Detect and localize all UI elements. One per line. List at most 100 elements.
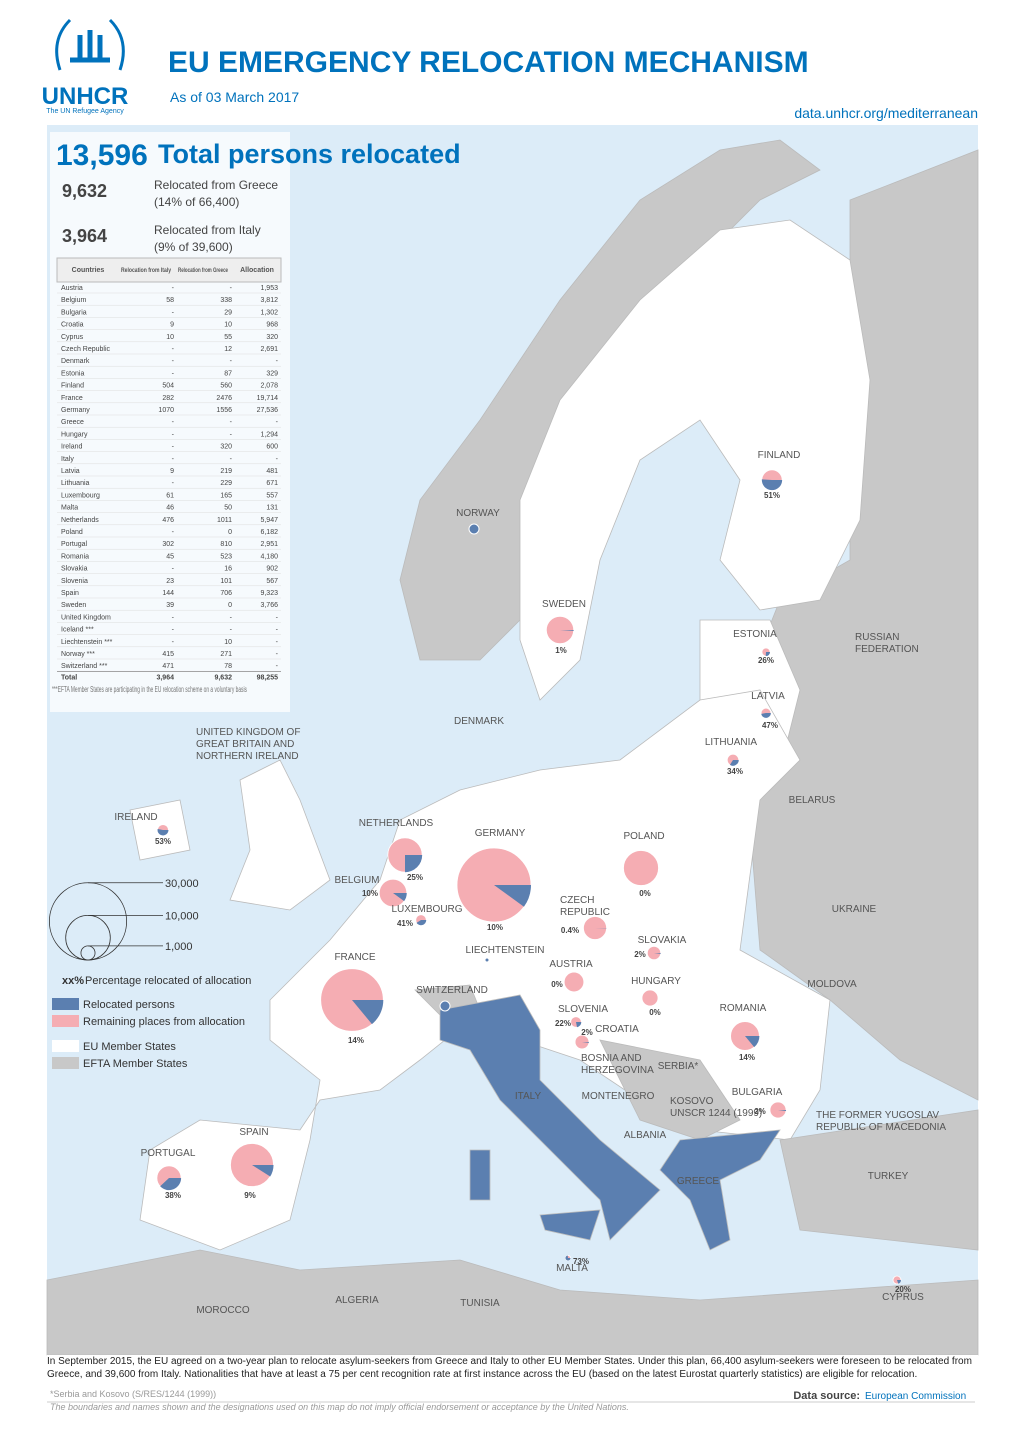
legend-label: Relocated persons bbox=[83, 999, 175, 1011]
place-label: THE FORMER YUGOSLAV bbox=[816, 1110, 939, 1121]
table-cell: Switzerland *** bbox=[61, 663, 108, 670]
legend-label: EFTA Member States bbox=[83, 1058, 188, 1070]
table-cell: 9 bbox=[170, 468, 174, 475]
place-label: RUSSIAN bbox=[855, 632, 899, 643]
pct-label: 9% bbox=[244, 1191, 256, 1200]
table-cell: Latvia bbox=[61, 468, 80, 475]
italy-label: Relocated from Italy bbox=[154, 223, 261, 237]
table-cell: 39 bbox=[166, 602, 174, 609]
pct-label: 0% bbox=[649, 1008, 661, 1017]
disclaimer: The boundaries and names shown and the d… bbox=[50, 1402, 629, 1412]
total-label: Total persons relocated bbox=[158, 139, 461, 169]
table-note: ***EFTA Member States are participating … bbox=[52, 685, 247, 694]
table-cell: 476 bbox=[162, 517, 174, 524]
pct-label: 38% bbox=[165, 1191, 181, 1200]
place-label: KOSOVO bbox=[670, 1096, 714, 1107]
org-name: UNHCR bbox=[42, 83, 129, 110]
table-cell: Finland bbox=[61, 383, 84, 390]
title: EU EMERGENCY RELOCATION MECHANISM bbox=[168, 46, 809, 79]
pct-label: 22% bbox=[555, 1019, 571, 1028]
table-cell: Italy bbox=[61, 456, 74, 463]
pct-label: 2% bbox=[581, 1028, 593, 1037]
table-cell: 2476 bbox=[216, 395, 232, 402]
country-label: FRANCE bbox=[334, 952, 375, 963]
table-cell: Slovakia bbox=[61, 566, 88, 573]
table-cell: 3,964 bbox=[156, 674, 174, 681]
table-cell: 101 bbox=[220, 578, 232, 585]
country-label: FINLAND bbox=[758, 450, 801, 461]
table-cell: 46 bbox=[166, 505, 174, 512]
pct-label: 41% bbox=[397, 919, 413, 928]
table-cell: 560 bbox=[220, 383, 232, 390]
table-cell: 58 bbox=[166, 297, 174, 304]
pct-label: 47% bbox=[762, 721, 778, 730]
place-label: BOSNIA AND bbox=[581, 1053, 642, 1064]
table-cell: 567 bbox=[266, 578, 278, 585]
total-value: 13,596 bbox=[56, 139, 148, 172]
efta-dot bbox=[485, 958, 489, 962]
table-cell: 10 bbox=[224, 322, 232, 329]
url[interactable]: data.unhcr.org/mediterranean bbox=[794, 105, 978, 121]
place-label: TURKEY bbox=[868, 1171, 909, 1182]
table-cell: Germany bbox=[61, 407, 90, 414]
country-label: PORTUGAL bbox=[141, 1148, 196, 1159]
table-cell: 4,180 bbox=[260, 553, 278, 560]
pct-label: 0.4% bbox=[561, 926, 579, 935]
place-label: DENMARK bbox=[454, 716, 504, 727]
place-label: REPUBLIC OF MACEDONIA bbox=[816, 1122, 946, 1133]
legend-swatch bbox=[52, 1040, 79, 1052]
place-label: UNSCR 1244 (1999) bbox=[670, 1108, 762, 1119]
size-legend-label: 10,000 bbox=[165, 910, 199, 922]
table-cell: 1556 bbox=[216, 407, 232, 414]
country-label: AUSTRIA bbox=[549, 959, 593, 970]
pct-label: 51% bbox=[764, 491, 780, 500]
table-cell: Greece bbox=[61, 419, 84, 426]
table-cell: 87 bbox=[224, 370, 232, 377]
legend-swatch bbox=[52, 998, 79, 1010]
pct-label: 1% bbox=[555, 646, 567, 655]
place-label: UKRAINE bbox=[832, 904, 877, 915]
table-cell: 27,536 bbox=[257, 407, 279, 414]
country-label: LIECHTENSTEIN bbox=[466, 945, 545, 956]
table-cell: 144 bbox=[162, 590, 174, 597]
country-label: SLOVAKIA bbox=[638, 935, 687, 946]
table-cell: 12 bbox=[224, 346, 232, 353]
table-cell: 271 bbox=[220, 651, 232, 658]
table-cell: 320 bbox=[266, 334, 278, 341]
table-cell: 229 bbox=[220, 480, 232, 487]
legend-pct-text: Percentage relocated of allocation bbox=[85, 975, 251, 987]
country-label: GERMANY bbox=[475, 828, 526, 839]
country-label: ESTONIA bbox=[733, 629, 777, 640]
source[interactable]: European Commission bbox=[865, 1391, 966, 1402]
table-cell: 504 bbox=[162, 383, 174, 390]
pct-label: 2% bbox=[634, 950, 646, 959]
place-label: GREAT BRITAIN AND bbox=[196, 739, 294, 750]
country-label: SPAIN bbox=[239, 1127, 268, 1138]
place-label: BELARUS bbox=[789, 795, 836, 806]
country-label: IRELAND bbox=[114, 812, 157, 823]
table-cell: 10 bbox=[224, 639, 232, 646]
table-cell: 1011 bbox=[217, 517, 232, 524]
table-cell: Netherlands bbox=[61, 517, 99, 524]
table-header: Allocation bbox=[240, 267, 274, 274]
place-label: UNITED KINGDOM OF bbox=[196, 727, 300, 738]
org-subtitle: The UN Refugee Agency bbox=[46, 108, 124, 115]
country-label: NETHERLANDS bbox=[359, 818, 434, 829]
table-cell: 2,691 bbox=[260, 346, 278, 353]
pct-label: 53% bbox=[155, 837, 171, 846]
table-cell: 706 bbox=[220, 590, 232, 597]
table-cell: 9,323 bbox=[260, 590, 278, 597]
table-cell: 50 bbox=[224, 505, 232, 512]
country-label: SWEDEN bbox=[542, 599, 586, 610]
table-cell: 329 bbox=[266, 370, 278, 377]
table-cell: 23 bbox=[166, 578, 174, 585]
place-label: ITALY bbox=[515, 1091, 542, 1102]
italy-note: (9% of 39,600) bbox=[154, 240, 233, 254]
table-cell: 968 bbox=[266, 322, 278, 329]
remaining-places bbox=[564, 972, 584, 992]
italy-value: 3,964 bbox=[62, 226, 107, 246]
country-label: REPUBLIC bbox=[560, 907, 610, 918]
place-label: TUNISIA bbox=[460, 1298, 500, 1309]
greece-label: Relocated from Greece bbox=[154, 178, 278, 192]
